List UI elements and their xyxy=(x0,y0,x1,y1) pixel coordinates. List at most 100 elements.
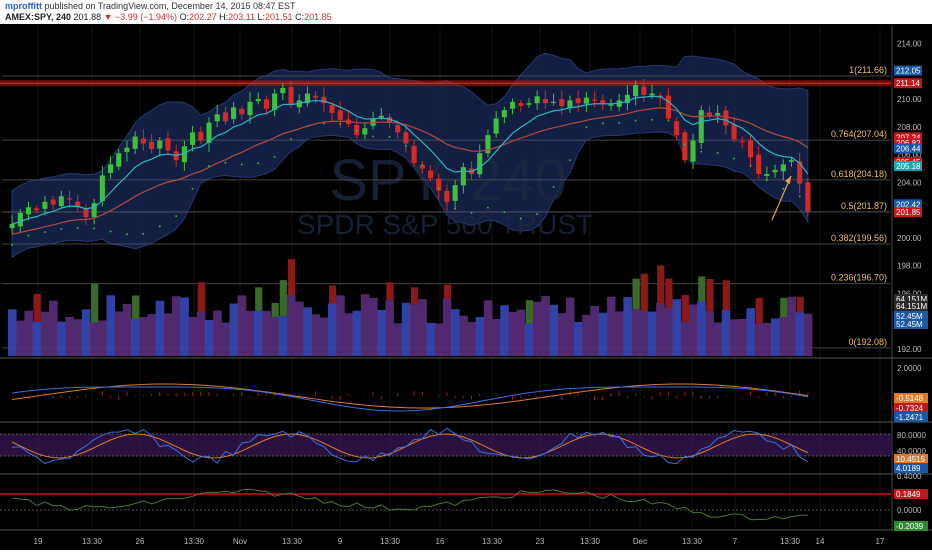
candle-body xyxy=(403,132,409,144)
volume-tag-box xyxy=(894,319,928,329)
x-tick-label: 13:30 xyxy=(682,537,703,546)
y-tick-label: 214.00 xyxy=(897,40,922,49)
fib-level-label: 1(211.66) xyxy=(849,65,887,75)
candle-body xyxy=(477,153,483,175)
psar-dot xyxy=(76,227,79,229)
candle-body xyxy=(542,98,548,104)
volume-bar xyxy=(262,310,271,356)
candle-body xyxy=(255,99,261,102)
volume-bar xyxy=(705,310,714,356)
price-tag-text: 207.24 xyxy=(896,133,921,142)
candle-body xyxy=(501,110,507,118)
candle-body xyxy=(427,170,434,179)
osc-tag-box xyxy=(894,521,928,531)
volume-bar xyxy=(237,295,247,356)
volume-bar xyxy=(647,311,657,356)
candle-body xyxy=(690,140,696,162)
volume-spike xyxy=(287,259,296,295)
volume-bar xyxy=(426,322,436,356)
author-link[interactable]: mproffitt xyxy=(5,1,42,11)
candle-body xyxy=(493,118,499,134)
psar-dot xyxy=(175,215,177,217)
candle-body xyxy=(25,207,32,215)
candle-body xyxy=(747,140,754,158)
volume-bar xyxy=(221,322,230,356)
volume-spike xyxy=(271,302,279,317)
volume-bar xyxy=(533,301,542,356)
psar-dot xyxy=(798,195,801,198)
psar-dot xyxy=(585,126,588,129)
volume-spike xyxy=(386,282,394,301)
candle-body xyxy=(181,146,187,163)
volume-bar xyxy=(582,314,591,356)
volume-spike xyxy=(255,287,263,311)
candle-body xyxy=(214,114,220,122)
osc-tag-text: 0.1849 xyxy=(896,490,921,499)
psar-dot xyxy=(142,232,145,235)
stoch-band xyxy=(0,434,891,456)
candle-body xyxy=(34,208,40,211)
volume-spike xyxy=(657,265,665,303)
psar-dot xyxy=(421,164,424,166)
candle-body xyxy=(624,94,630,104)
osc-y-tick: 0.4000 xyxy=(897,472,922,481)
high-label: H: xyxy=(219,12,229,22)
candle-body xyxy=(551,101,557,104)
candle-body xyxy=(313,95,319,98)
psar-dot xyxy=(700,150,703,153)
volume-bar xyxy=(344,313,353,356)
chart-canvas[interactable]: SPY, 240 SPDR S&P 500 TRUST 19 13:30 26 13:3… xyxy=(0,24,932,550)
y-tick-label: 210.00 xyxy=(897,95,922,104)
volume-spike xyxy=(443,284,452,300)
candle-body xyxy=(756,154,762,175)
psar-dot xyxy=(552,186,555,188)
fib-level-label: 0(192.08) xyxy=(848,337,887,347)
candle-body xyxy=(460,167,466,186)
volume-bar xyxy=(418,299,427,356)
candle-body xyxy=(772,169,778,173)
candle-body xyxy=(149,141,155,150)
open-value: 202.27 xyxy=(189,12,217,22)
volume-bar xyxy=(754,323,764,356)
candle-body xyxy=(337,110,343,120)
stoch-d-line xyxy=(11,433,809,459)
volume-spike xyxy=(698,276,706,302)
volume-bar xyxy=(492,319,501,356)
macd-line xyxy=(12,386,808,412)
psar-dot xyxy=(782,187,785,190)
volume-bar xyxy=(770,318,780,356)
volume-bar xyxy=(787,296,796,356)
psar-dot xyxy=(257,162,260,165)
psar-dot xyxy=(208,165,210,167)
psar-dot xyxy=(667,119,670,122)
volume-spike xyxy=(328,285,337,304)
volume-tag-box xyxy=(894,301,928,311)
price-tag-box xyxy=(894,132,922,143)
candle-body xyxy=(706,112,712,116)
psar-dot xyxy=(191,187,194,190)
volume-bar xyxy=(163,313,173,356)
volume-bar xyxy=(697,301,706,356)
candle-body xyxy=(42,201,48,209)
x-tick-label: 13:30 xyxy=(482,537,503,546)
candle-body xyxy=(263,99,269,109)
candle-body xyxy=(649,93,655,96)
volume-spike xyxy=(665,278,673,308)
volume-bar xyxy=(680,321,690,356)
volume-tag-text: 52.45M xyxy=(896,320,923,329)
volume-bar xyxy=(639,310,649,356)
volume-bar xyxy=(24,310,34,356)
candle-body xyxy=(419,164,425,169)
psar-dot xyxy=(109,230,112,233)
volume-bar xyxy=(656,302,665,356)
volume-bar xyxy=(516,309,526,356)
x-tick-label: 13:30 xyxy=(780,537,801,546)
volume-spike xyxy=(796,296,804,313)
volume-bar xyxy=(49,300,58,356)
stoch-tag-text: 10.4515 xyxy=(896,455,925,464)
volume-bar xyxy=(565,297,575,356)
psar-dot xyxy=(158,225,161,228)
psar-dot xyxy=(749,165,752,167)
candle-body xyxy=(321,96,327,104)
